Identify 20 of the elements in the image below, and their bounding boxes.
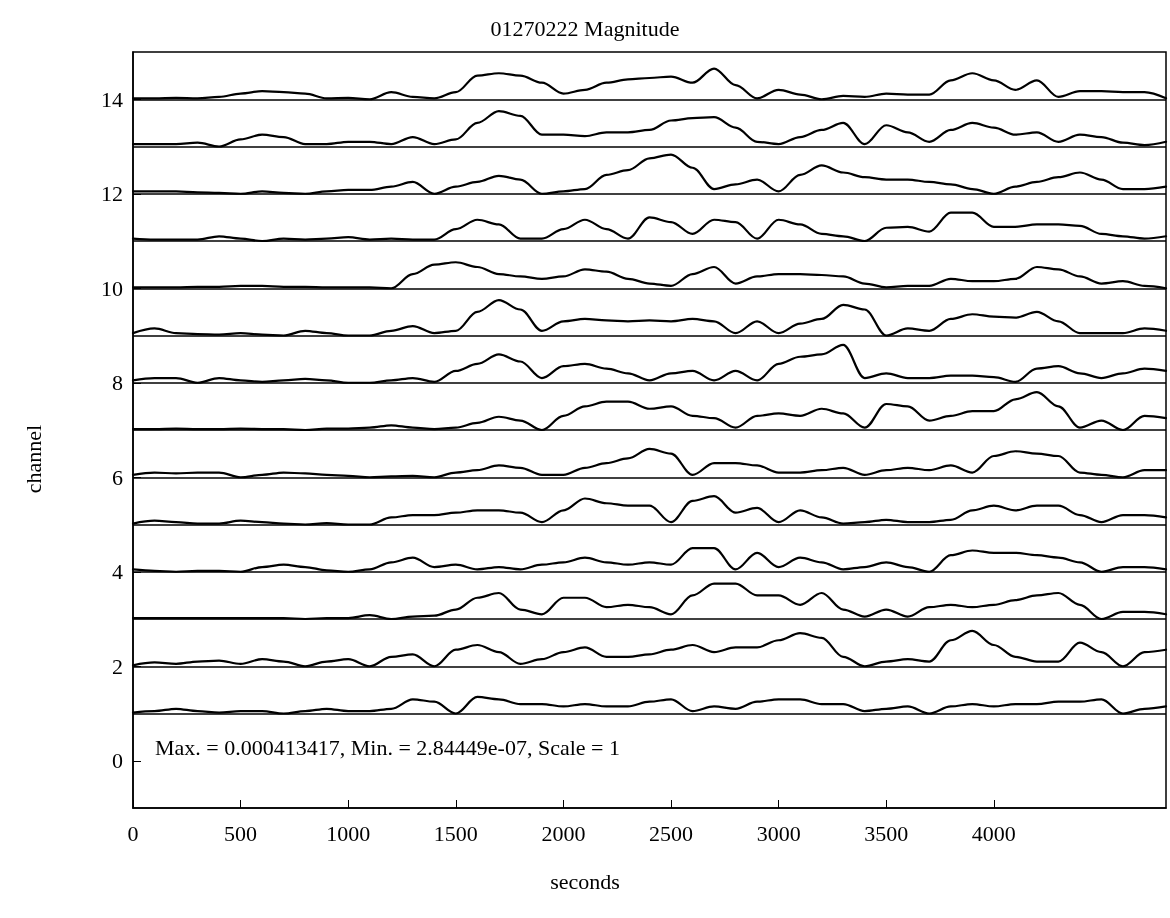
y-tick-label: 2 xyxy=(112,653,123,679)
x-tick-label: 2500 xyxy=(649,820,694,846)
x-tick-label: 4000 xyxy=(971,820,1016,846)
y-tick-label: 10 xyxy=(101,275,123,301)
x-tick-label: 3000 xyxy=(756,820,801,846)
x-tick-label: 3500 xyxy=(864,820,909,846)
y-tick-label: 12 xyxy=(101,181,123,207)
y-tick-label: 4 xyxy=(112,559,123,585)
x-axis-title: seconds xyxy=(550,868,620,894)
chart-title: 01270222 Magnitude xyxy=(490,15,680,41)
x-tick-label: 500 xyxy=(224,820,258,846)
y-tick-label: 6 xyxy=(112,464,123,490)
x-tick-label: 1500 xyxy=(433,820,478,846)
y-tick-label: 0 xyxy=(112,748,123,774)
x-tick-label: 2000 xyxy=(541,820,586,846)
y-axis-title: channel xyxy=(20,424,46,494)
annotation: Max. = 0.000413417, Min. = 2.84449e-07, Scale = 1 xyxy=(155,734,620,760)
x-tick-label: 1000 xyxy=(326,820,371,846)
y-tick-label: 8 xyxy=(112,370,123,396)
y-tick-label: 14 xyxy=(101,86,123,112)
